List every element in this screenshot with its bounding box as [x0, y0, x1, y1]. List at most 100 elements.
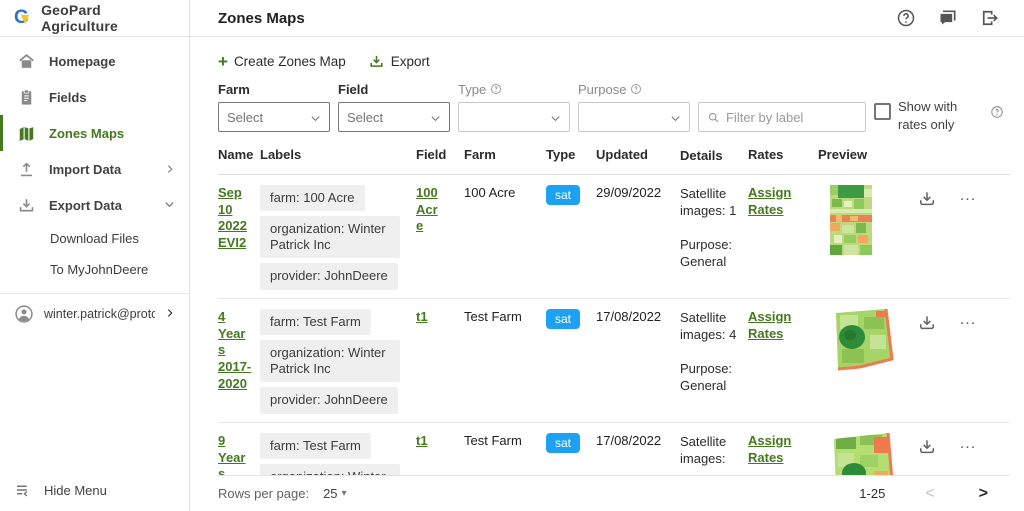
- label-filter-search: [698, 102, 866, 132]
- download-icon[interactable]: [917, 189, 937, 209]
- sidebar-subitem-to-myjohndeere[interactable]: To MyJohnDeere: [0, 254, 189, 285]
- previous-page-button[interactable]: <: [925, 484, 935, 502]
- hide-menu-button[interactable]: Hide Menu: [0, 469, 189, 511]
- purpose-text: Purpose: General: [680, 360, 733, 394]
- sidebar-nav: Homepage Fields Zones Maps Import Data: [0, 37, 189, 333]
- sidebar-item-fields[interactable]: Fields: [0, 79, 189, 115]
- sidebar-item-label: Fields: [49, 89, 87, 105]
- download-icon: [17, 196, 36, 215]
- zone-map-name-link[interactable]: 9 Years: [218, 432, 246, 475]
- sidebar-subitem-download-files[interactable]: Download Files: [0, 223, 189, 254]
- row-menu-button[interactable]: ...: [959, 434, 977, 452]
- col-header-rates: Rates: [748, 147, 784, 163]
- filter-by-label-input[interactable]: [726, 109, 857, 125]
- type-select[interactable]: [458, 102, 570, 132]
- table-header: Name Labels Field Farm Type Updated Deta…: [218, 147, 1010, 175]
- sidebar: G GeoPard Agriculture Homepage Fields Zo…: [0, 0, 190, 511]
- col-header-details: Details: [680, 148, 723, 164]
- chevron-right-icon: [165, 306, 175, 321]
- zone-map-name-link[interactable]: 4 Years 2017-2020: [218, 308, 252, 392]
- hide-menu-icon: [14, 481, 32, 499]
- satellite-images-count: Satellite images: 1: [680, 185, 737, 219]
- field-filter-label: Field: [338, 81, 369, 97]
- table-body: Sep 10 2022 EVI2 farm: 100 Acre organiza…: [218, 175, 1010, 475]
- type-badge: sat: [546, 308, 581, 329]
- sidebar-item-homepage[interactable]: Homepage: [0, 43, 189, 79]
- sidebar-item-import-data[interactable]: Import Data: [0, 151, 189, 187]
- sidebar-subitem-label: Download Files: [50, 231, 139, 246]
- col-header-updated: Updated: [596, 147, 648, 163]
- field-link[interactable]: 100 Acre: [416, 184, 438, 234]
- info-icon[interactable]: [990, 105, 1004, 119]
- label-chip: farm: Test Farm: [260, 308, 371, 335]
- create-zones-map-button[interactable]: + Create Zones Map: [218, 53, 346, 70]
- table-row: 9 Years farm: Test Farm organization: Wi…: [218, 423, 1010, 475]
- farm-name: 100 Acre: [464, 184, 516, 200]
- field-link[interactable]: t1: [416, 432, 428, 448]
- download-icon[interactable]: [917, 437, 937, 457]
- field-select[interactable]: Select: [338, 102, 450, 132]
- zone-preview-image[interactable]: [830, 432, 894, 475]
- updated-date: 17/08/2022: [596, 432, 662, 448]
- chat-icon[interactable]: [938, 8, 958, 28]
- chevron-right-icon: [165, 162, 175, 177]
- info-icon: [630, 83, 642, 95]
- plus-icon: +: [218, 51, 228, 71]
- user-icon: [14, 304, 34, 324]
- brand-logo[interactable]: G GeoPard Agriculture: [0, 0, 189, 37]
- rows-per-page-label: Rows per page:: [218, 486, 310, 501]
- purpose-select[interactable]: [578, 102, 690, 132]
- sidebar-item-zones-maps[interactable]: Zones Maps: [0, 115, 189, 151]
- row-menu-button[interactable]: ...: [959, 186, 977, 204]
- sidebar-subitem-label: To MyJohnDeere: [50, 262, 149, 277]
- show-rates-checkbox[interactable]: [874, 103, 891, 120]
- next-page-button[interactable]: >: [978, 484, 988, 502]
- row-menu-button[interactable]: ...: [959, 310, 977, 328]
- create-zones-map-label: Create Zones Map: [233, 53, 346, 69]
- farm-filter-label: Farm: [218, 81, 250, 97]
- sidebar-item-label: Zones Maps: [49, 125, 125, 141]
- show-rates-label: Show with rates only: [898, 99, 958, 132]
- exit-icon[interactable]: [980, 8, 1000, 28]
- table-row: 4 Years 2017-2020 farm: Test Farm organi…: [218, 299, 1010, 423]
- account-email: winter.patrick@proton...: [44, 306, 155, 321]
- main-area: Zones Maps + Create Zones Map: [190, 0, 1024, 511]
- satellite-images-count: Satellite images:: [680, 433, 727, 467]
- satellite-images-count: Satellite images: 4: [680, 309, 737, 343]
- rows-per-page-select[interactable]: 25 ▾: [323, 486, 347, 501]
- help-icon[interactable]: [896, 8, 916, 28]
- search-icon: [708, 112, 719, 122]
- farm-name: Test Farm: [464, 432, 522, 448]
- assign-rates-link[interactable]: Assign Rates: [748, 432, 792, 465]
- field-link[interactable]: t1: [416, 308, 428, 324]
- sidebar-account[interactable]: winter.patrick@proton...: [0, 293, 189, 333]
- table-row: Sep 10 2022 EVI2 farm: 100 Acre organiza…: [218, 175, 1010, 299]
- content: + Create Zones Map Export Farm Select Fi…: [190, 37, 1024, 511]
- col-header-labels: Labels: [260, 147, 302, 163]
- zone-preview-image[interactable]: [830, 308, 894, 371]
- export-download-icon: [368, 53, 385, 70]
- farm-select-value: Select: [227, 109, 264, 125]
- download-icon[interactable]: [917, 313, 937, 333]
- assign-rates-link[interactable]: Assign Rates: [748, 308, 792, 341]
- details-cell: Satellite images:: [680, 433, 748, 475]
- label-chip: organization: Winter Patrick Inc: [260, 339, 400, 383]
- pagination-range: 1-25: [859, 486, 886, 501]
- rates-only-filter: Show with rates only: [874, 98, 978, 133]
- sidebar-item-export-data[interactable]: Export Data: [0, 187, 189, 223]
- export-button[interactable]: Export: [368, 53, 430, 70]
- label-chip: organization: Winter Patrick Inc: [260, 463, 400, 475]
- type-badge: sat: [546, 432, 581, 453]
- col-header-type: Type: [546, 147, 576, 163]
- chevron-down-icon: [430, 112, 441, 123]
- export-label: Export: [390, 53, 430, 69]
- pagination-bar: Rows per page: 25 ▾ 1-25 < >: [218, 475, 1010, 511]
- zone-map-name-link[interactable]: Sep 10 2022 EVI2: [218, 184, 247, 251]
- zone-preview-image[interactable]: [830, 184, 872, 255]
- assign-rates-link[interactable]: Assign Rates: [748, 184, 792, 217]
- farm-select[interactable]: Select: [218, 102, 330, 132]
- label-chip: farm: 100 Acre: [260, 184, 365, 211]
- sidebar-item-label: Homepage: [49, 53, 116, 69]
- sidebar-item-label: Export Data: [49, 197, 122, 213]
- updated-date: 17/08/2022: [596, 308, 662, 324]
